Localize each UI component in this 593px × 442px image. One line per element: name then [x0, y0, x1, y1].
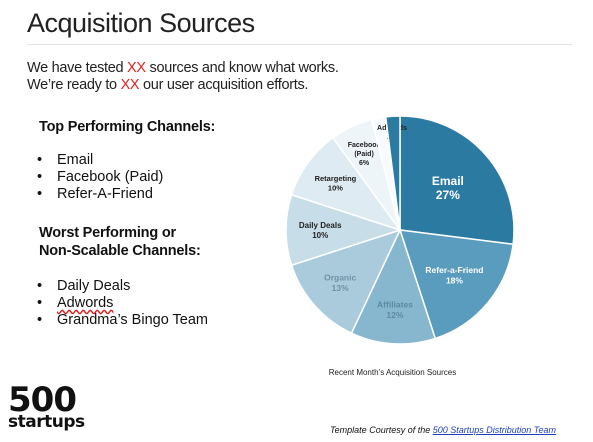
pie-slice	[290, 136, 402, 232]
spellcheck-word: Adwords	[57, 295, 114, 311]
distribution-team-link[interactable]: 500 Startups Distribution Team	[432, 425, 556, 435]
logo-number: 500	[8, 380, 77, 420]
list-item: Facebook (Paid)	[37, 169, 163, 186]
intro-line-1-a: We have tested	[27, 60, 128, 76]
pie-slice-label: Daily Deals 10%	[299, 221, 342, 240]
intro-line-1: We have tested XX sources and know what …	[27, 60, 339, 77]
worst-channels-heading: Worst Performing or Non-Scalable Channel…	[39, 224, 201, 260]
pie-slice	[290, 228, 402, 335]
list-item: Grandma’s Bingo Team	[37, 312, 208, 329]
intro-text: We have tested XX sources and know what …	[27, 60, 339, 94]
pie-slice-label: Retargeting 10%	[315, 174, 357, 193]
pie-slice	[399, 115, 515, 246]
list-item: Daily Deals	[37, 278, 208, 295]
pie-slice-label: Organic 13%	[324, 272, 356, 293]
logo-word: startups	[8, 412, 85, 432]
pie-slice	[350, 227, 437, 345]
worst-channels-heading-line-2: Non-Scalable Channels:	[39, 243, 201, 259]
footer-credit: Template Courtesy of the 500 Startups Di…	[330, 425, 556, 435]
top-channels-heading: Top Performing Channels:	[39, 119, 216, 135]
slide-title: Acquisition Sources	[27, 8, 255, 38]
pie-slice	[398, 229, 514, 340]
list-item: Email	[37, 152, 163, 169]
intro-line-2-a: We’re ready to	[27, 77, 121, 93]
worst-channels-heading-line-1: Worst Performing or	[39, 225, 176, 241]
pie-slice-label: Affiliates 12%	[377, 299, 413, 320]
intro-line-2-b: our user acquisition efforts.	[139, 77, 309, 93]
top-channels-list: Email Facebook (Paid) Refer-A-Friend	[37, 152, 163, 203]
list-item: Refer-A-Friend	[37, 186, 163, 203]
pie-slice	[285, 193, 403, 267]
pie-slice-label: Facebook (Paid) 6%	[348, 142, 381, 167]
intro-line-1-b: sources and know what works.	[145, 60, 339, 76]
worst-channels-list: Daily Deals Adwords Grandma’s Bingo Team	[37, 278, 208, 329]
title-divider	[27, 44, 572, 45]
pie-chart-svg: Email 27% Refer-a-Friend 18% Affiliates 12% Or…	[285, 115, 515, 345]
intro-highlight-1: XX	[127, 60, 146, 76]
intro-highlight-2: XX	[120, 77, 140, 93]
intro-line-2: We’re ready to XX our user acquisition e…	[27, 77, 339, 94]
500-startups-logo: 500 startups	[8, 383, 85, 431]
list-item: Adwords	[37, 295, 208, 312]
pie-chart: Email 27% Refer-a-Friend 18% Affiliates 12% Or…	[280, 108, 530, 358]
pie-slice-label: Refer-a-Friend 18%	[425, 265, 483, 286]
footer-text: Template Courtesy of the	[330, 425, 433, 435]
pie-slice-label: Email 27%	[432, 174, 464, 202]
pie-caption: Recent Month’s Acquisition Sources	[328, 368, 457, 377]
pie-slice	[384, 115, 401, 231]
